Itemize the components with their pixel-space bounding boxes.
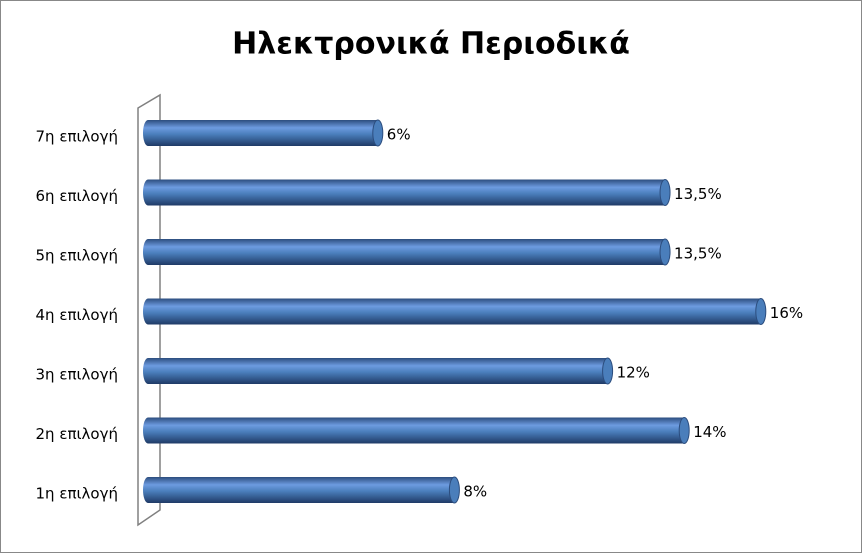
- bar: [143, 119, 384, 147]
- bar-part: [372, 119, 384, 147]
- y-tick-label: 2η επιλογή: [36, 425, 118, 443]
- bar-part: [148, 239, 666, 265]
- value-label: 13,5%: [674, 245, 722, 263]
- bar-part: [659, 179, 671, 206]
- y-tick-label: 7η επιλογή: [36, 128, 118, 146]
- value-label: 13,5%: [674, 185, 722, 203]
- bar-part: [659, 238, 671, 266]
- bar: [143, 357, 614, 385]
- value-label: 14%: [693, 423, 726, 441]
- value-label: 12%: [617, 364, 650, 382]
- value-label: 8%: [463, 483, 487, 501]
- bar-part: [755, 298, 767, 325]
- bar-part: [148, 120, 378, 146]
- y-tick-label: 4η επιλογή: [36, 306, 118, 324]
- bar-part: [678, 417, 690, 444]
- value-label: 6%: [387, 126, 411, 144]
- bar: [143, 417, 690, 444]
- bar-part: [148, 477, 455, 503]
- bar-part: [148, 298, 761, 325]
- chart-title: Ηλεκτρονικά Περιοδικά: [232, 27, 630, 62]
- y-tick-label: 6η επιλογή: [36, 187, 118, 205]
- y-tick-label: 5η επιλογή: [36, 247, 118, 265]
- y-tick-label: 1η επιλογή: [36, 485, 118, 503]
- bar-part: [148, 358, 608, 384]
- y-tick-label: 3η επιλογή: [36, 366, 118, 384]
- bar-part: [148, 179, 666, 206]
- value-label: 16%: [770, 304, 803, 322]
- back-wall: [137, 93, 161, 527]
- bar: [143, 179, 671, 206]
- bar-part: [148, 417, 685, 444]
- bar-part: [448, 476, 460, 504]
- bar: [143, 476, 460, 504]
- bar: [143, 298, 767, 325]
- bar-part: [602, 357, 614, 385]
- bar: [143, 238, 671, 266]
